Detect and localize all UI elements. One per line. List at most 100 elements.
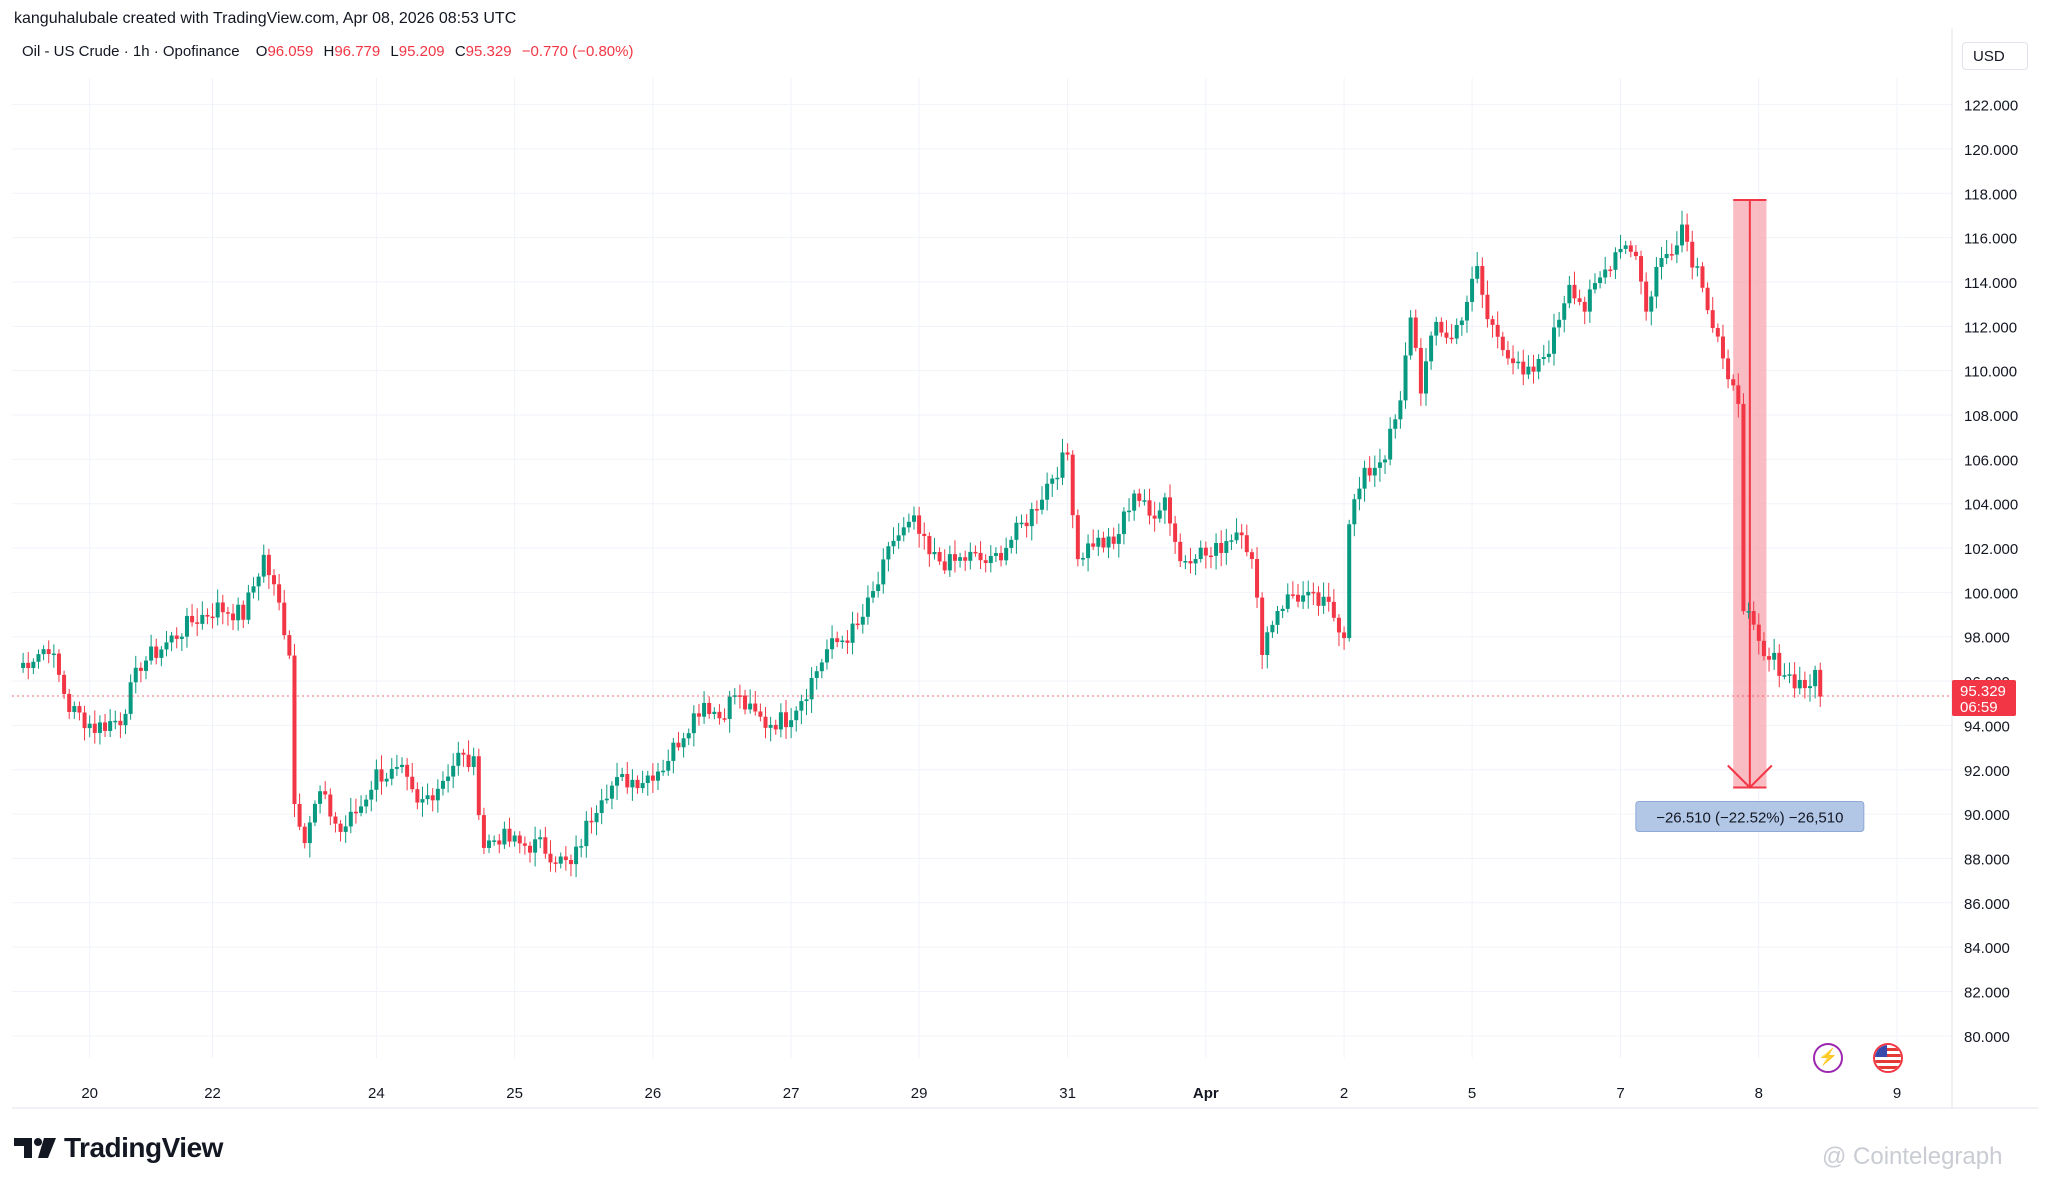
candle-body	[748, 703, 753, 710]
candle-body	[1674, 245, 1679, 255]
candle-body	[1690, 241, 1695, 268]
candle-body	[1316, 592, 1321, 606]
candle-body	[732, 695, 737, 697]
candle-body	[1424, 361, 1428, 394]
candle-body	[184, 615, 189, 637]
candle-body	[302, 826, 307, 844]
candle-body	[1137, 493, 1142, 501]
candle-body	[1331, 601, 1336, 618]
candle-body	[1127, 510, 1132, 513]
currency-selector[interactable]: USD	[1962, 42, 2028, 70]
candle-body	[1152, 515, 1157, 519]
candle-body	[1633, 251, 1638, 257]
ohlc-legend[interactable]: Oil - US Crude · 1h · Opofinance O96.059…	[22, 43, 633, 60]
bolt-icon[interactable]: ⚡	[1813, 1043, 1843, 1073]
x-tick-label: 22	[204, 1085, 221, 1102]
candle-body	[1040, 499, 1044, 510]
candle-body	[993, 553, 998, 556]
y-tick-label: 82.000	[1964, 984, 2010, 1001]
y-tick-label: 106.000	[1964, 452, 2018, 469]
x-tick-label: 31	[1059, 1085, 1076, 1102]
candle-body	[824, 649, 829, 663]
candle-body	[656, 771, 660, 781]
candle-body	[1352, 499, 1357, 525]
us-flag-icon[interactable]	[1873, 1043, 1903, 1073]
candle-body	[1772, 652, 1777, 660]
candle-body	[225, 612, 230, 614]
candle-body	[1475, 266, 1480, 279]
candle-body	[819, 662, 824, 672]
candle-body	[215, 602, 220, 618]
candle-body	[261, 554, 266, 577]
candle-body	[128, 682, 133, 714]
candle-body	[1741, 403, 1746, 612]
candle-body	[978, 552, 983, 561]
candle-body	[1326, 596, 1331, 602]
symbol-name[interactable]: Oil - US Crude · 1h · Opofinance	[22, 43, 240, 60]
candle-body	[1726, 358, 1731, 380]
candle-body	[1347, 524, 1352, 639]
candle-body	[1715, 327, 1720, 337]
candle-body	[394, 767, 399, 769]
candle-body	[1429, 335, 1434, 362]
candle-body	[1075, 515, 1080, 560]
x-tick-label: 27	[783, 1085, 800, 1102]
candle-body	[963, 557, 968, 561]
candle-body	[1546, 353, 1551, 358]
candle-body	[1198, 547, 1203, 560]
candle-body	[1393, 419, 1398, 429]
candle-body	[1249, 552, 1254, 560]
candle-body	[630, 779, 635, 788]
candle-body	[138, 667, 143, 671]
candle-body	[220, 602, 225, 613]
candle-body	[353, 811, 358, 814]
candle-body	[814, 671, 819, 678]
candle-body	[947, 554, 952, 571]
candle-body	[645, 775, 650, 784]
tradingview-logo-icon	[14, 1138, 56, 1158]
candle-body	[1761, 640, 1766, 657]
candle-body	[681, 738, 686, 748]
tradingview-logo[interactable]: TradingView	[14, 1128, 223, 1168]
candle-body	[1311, 591, 1316, 594]
candle-body	[574, 846, 579, 865]
candle-body	[1808, 686, 1812, 689]
candle-body	[533, 839, 538, 853]
candle-body	[1767, 656, 1772, 660]
candle-body	[461, 752, 466, 755]
candle-body	[410, 776, 415, 790]
candle-body	[333, 816, 338, 824]
y-tick-label: 80.000	[1964, 1029, 2010, 1046]
close-label: C	[454, 43, 466, 60]
candle-body	[891, 540, 896, 547]
candle-body	[1572, 284, 1577, 299]
candle-body	[1557, 319, 1562, 328]
high-value: 96.779	[334, 43, 381, 60]
close-value: 95.329	[465, 43, 512, 60]
candle-body	[1157, 510, 1162, 519]
candle-body	[1091, 543, 1096, 547]
x-tick-label: 9	[1893, 1085, 1901, 1102]
candle-body	[292, 655, 297, 805]
tradingview-logo-text: TradingView	[64, 1132, 223, 1163]
price-range-label: −26.510 (−22.52%) −26,510	[1656, 810, 1843, 827]
candle-body	[768, 724, 773, 728]
candle-body	[635, 779, 640, 789]
candle-body	[466, 754, 471, 768]
candle-body	[46, 649, 51, 655]
change-value: −0.770 (−0.80%)	[521, 43, 634, 60]
candle-body	[1664, 254, 1669, 259]
candle-body	[1045, 483, 1050, 500]
candle-body	[1239, 532, 1244, 536]
x-tick-label: 24	[368, 1085, 385, 1102]
candle-body	[794, 710, 799, 721]
candle-body	[1275, 611, 1280, 625]
candle-body	[1608, 269, 1613, 272]
candle-body	[1306, 591, 1311, 596]
candle-body	[1695, 266, 1700, 268]
y-tick-label: 84.000	[1964, 940, 2010, 957]
candle-body	[558, 856, 563, 864]
candle-body	[277, 584, 282, 603]
candle-body	[246, 592, 251, 620]
